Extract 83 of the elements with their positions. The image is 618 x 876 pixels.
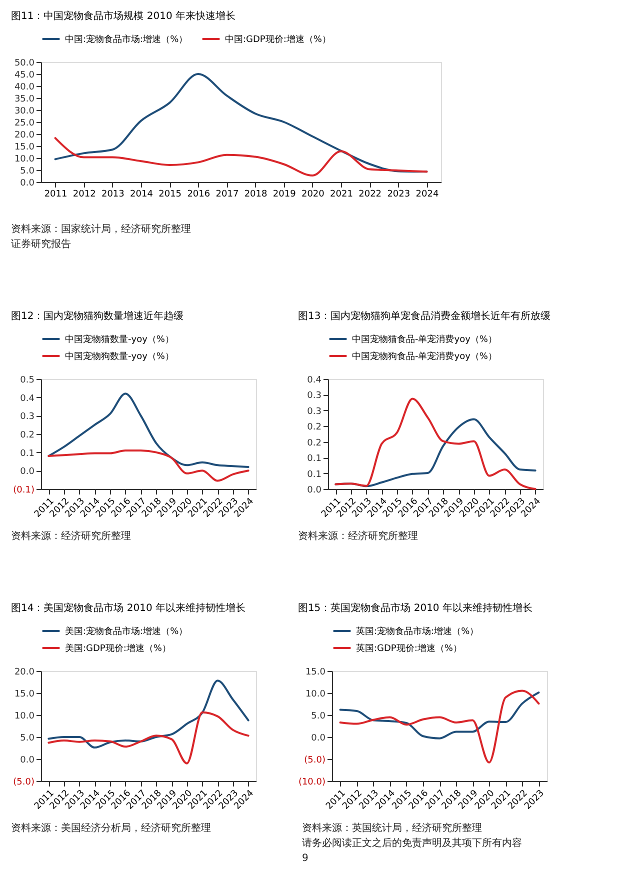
- line-series: [339, 690, 540, 764]
- legend-label: 中国:GDP现价:增速（%）: [225, 34, 331, 45]
- y-tick-label: (0.1): [13, 486, 34, 496]
- y-tick-label: 10.0: [305, 690, 326, 700]
- y-tick-label: 0.5: [20, 376, 34, 386]
- legend-label: 中国宠物猫食品-单宠消费yoy（%）: [352, 334, 497, 345]
- y-tick-label: (5.0): [13, 778, 34, 788]
- legend-label: 英国:宠物食品市场:增速（%）: [356, 626, 479, 637]
- y-tick-label: 0.2: [307, 422, 322, 433]
- line-series: [334, 398, 536, 490]
- y-tick-label: 0.3: [20, 412, 34, 422]
- y-tick-label: 5.0: [20, 166, 35, 176]
- line-series: [48, 680, 250, 749]
- y-tick-label: 15.0: [305, 668, 326, 678]
- y-tick-label: 0.3: [307, 406, 322, 417]
- x-tick-label: 2011: [44, 190, 68, 200]
- legend-label: 中国宠物狗数量-yoy（%）: [65, 351, 174, 362]
- chart-title: 图11：中国宠物食品市场规模 2010 年来快速增长: [11, 10, 236, 22]
- y-tick-label: 0.0: [307, 486, 322, 496]
- text: 9: [302, 853, 308, 864]
- y-tick-label: (5.0): [304, 756, 326, 766]
- x-tick-label: 2014: [130, 190, 154, 200]
- x-tick-label: 2016: [187, 190, 210, 200]
- y-tick-label: 0.4: [20, 394, 35, 404]
- x-tick-label: 2017: [216, 190, 239, 200]
- text: 资料来源：国家统计局，经济研究所整理: [11, 223, 191, 235]
- x-tick-label: 2015: [158, 190, 182, 200]
- chart-title: 图12：国内宠物猫狗数量增速近年趋缓: [11, 310, 184, 322]
- y-tick-label: 10.0: [14, 712, 35, 722]
- x-tick-label: 2024: [416, 190, 439, 200]
- text: 请务必阅读正文之后的免责声明及其项下所有内容: [302, 837, 522, 849]
- x-tick-label: 2012: [72, 190, 96, 200]
- y-tick-label: 40.0: [14, 82, 35, 92]
- legend-label: 中国宠物猫数量-yoy（%）: [65, 334, 174, 345]
- y-tick-label: 20.0: [14, 130, 35, 140]
- legend-label: 中国:宠物食品市场:增速（%）: [65, 34, 188, 45]
- y-tick-label: 0.1: [20, 448, 34, 459]
- legend-label: 中国宠物狗食品-单宠消费yoy（%）: [352, 351, 497, 362]
- y-tick-label: 0.2: [307, 438, 322, 448]
- chart-title: 图15：英国宠物食品市场 2010 年以来维持韧性增长: [298, 602, 532, 614]
- line-series: [54, 137, 428, 177]
- y-tick-label: 50.0: [14, 58, 35, 68]
- legend-label: 英国:GDP现价:增速（%）: [356, 643, 462, 654]
- text: 资料来源：经济研究所整理: [298, 530, 418, 542]
- y-tick-label: 0.0: [20, 467, 35, 478]
- chart-title: 图14：美国宠物食品市场 2010 年以来维持韧性增长: [11, 602, 246, 614]
- x-tick-label: 2022: [358, 190, 382, 200]
- y-tick-label: 0.4: [307, 376, 322, 386]
- text: 资料来源：经济研究所整理: [11, 530, 131, 542]
- legend-label: 美国:宠物食品市场:增速（%）: [65, 626, 188, 637]
- y-tick-label: 0.0: [20, 756, 35, 766]
- y-tick-label: 45.0: [14, 70, 35, 80]
- y-tick-label: 15.0: [14, 142, 35, 152]
- y-tick-label: 25.0: [14, 118, 35, 128]
- x-tick-label: 2013: [101, 190, 124, 200]
- y-tick-label: 0.2: [20, 430, 34, 440]
- y-tick-label: 0.3: [307, 391, 322, 402]
- chart-title: 图13：国内宠物猫狗单宠食品消费金额增长近年有所放缓: [298, 310, 551, 322]
- x-tick-label: 2023: [387, 190, 410, 200]
- line-series: [48, 450, 250, 482]
- x-tick-label: 2018: [244, 190, 268, 200]
- y-tick-label: 15.0: [14, 690, 35, 700]
- text: 资料来源：英国统计局，经济研究所整理: [302, 822, 482, 834]
- y-tick-label: 35.0: [14, 94, 35, 104]
- y-tick-label: 20.0: [14, 668, 35, 678]
- x-tick-label: 2021: [330, 190, 353, 200]
- y-tick-label: 0.0: [20, 178, 35, 188]
- text: 资料来源：美国经济分析局，经济研究所整理: [11, 822, 211, 834]
- line-series: [48, 711, 250, 764]
- y-tick-label: 30.0: [14, 106, 35, 116]
- x-tick-label: 2019: [272, 190, 296, 200]
- y-tick-label: 0.1: [307, 470, 322, 480]
- legend-label: 美国:GDP现价:增速（%）: [65, 643, 171, 654]
- y-tick-label: 0.0: [311, 734, 326, 744]
- y-tick-label: 5.0: [311, 712, 326, 722]
- x-tick-label: 2020: [301, 190, 325, 200]
- line-series: [48, 392, 250, 468]
- y-tick-label: 5.0: [20, 734, 35, 744]
- y-tick-label: 10.0: [14, 154, 35, 164]
- text: 证券研究报告: [11, 238, 71, 250]
- y-tick-label: (10.0): [298, 778, 326, 788]
- y-tick-label: 0.1: [307, 454, 322, 464]
- line-series: [339, 692, 540, 740]
